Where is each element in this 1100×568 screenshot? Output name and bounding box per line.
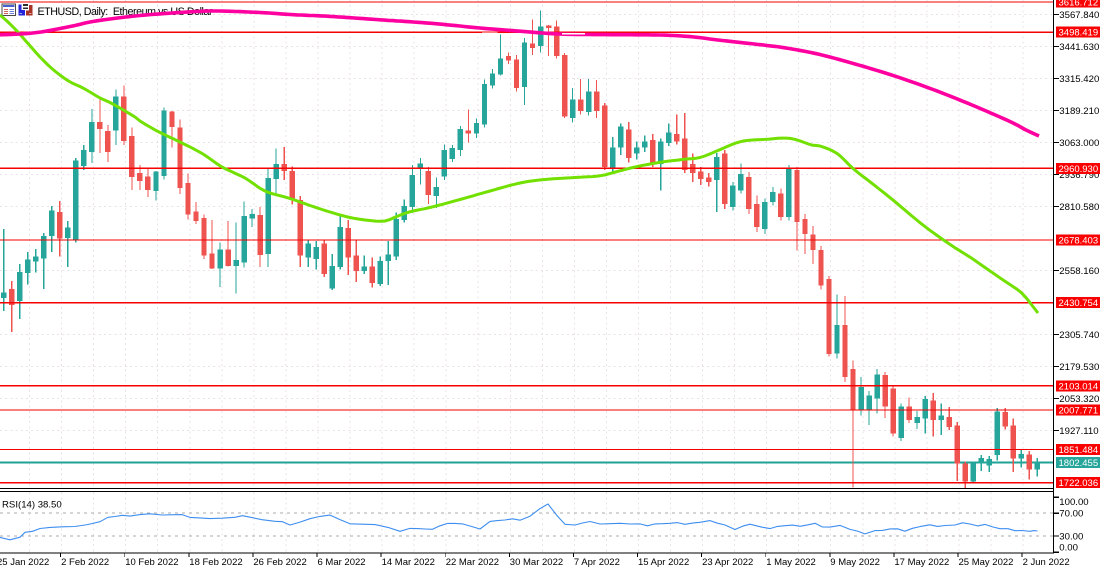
svg-text:2007.771: 2007.771: [1059, 406, 1099, 417]
svg-text:17 May 2022: 17 May 2022: [894, 557, 949, 568]
svg-text:2678.403: 2678.403: [1059, 236, 1099, 247]
svg-text:15 Apr 2022: 15 Apr 2022: [638, 557, 689, 568]
svg-text:3567.840: 3567.840: [1059, 10, 1099, 21]
svg-text:22 Mar 2022: 22 Mar 2022: [446, 557, 499, 568]
svg-text:1927.110: 1927.110: [1059, 426, 1098, 437]
svg-text:1851.484: 1851.484: [1059, 445, 1099, 456]
svg-text:9 May 2022: 9 May 2022: [830, 557, 880, 568]
svg-text:30.00: 30.00: [1059, 531, 1083, 542]
svg-text:2179.530: 2179.530: [1059, 362, 1099, 373]
svg-text:70.00: 70.00: [1059, 509, 1083, 520]
svg-text:3441.630: 3441.630: [1059, 42, 1099, 53]
svg-text:2558.160: 2558.160: [1059, 266, 1099, 277]
svg-text:25 Jan 2022: 25 Jan 2022: [0, 557, 49, 568]
svg-text:30 Mar 2022: 30 Mar 2022: [510, 557, 563, 568]
svg-text:2430.754: 2430.754: [1059, 298, 1099, 309]
svg-text:14 Mar 2022: 14 Mar 2022: [382, 557, 435, 568]
svg-text:3616.712: 3616.712: [1059, 0, 1099, 9]
svg-text:2103.014: 2103.014: [1059, 381, 1099, 392]
svg-text:1 May 2022: 1 May 2022: [766, 557, 816, 568]
svg-text:2053.320: 2053.320: [1059, 394, 1099, 405]
svg-text:2936.790: 2936.790: [1059, 170, 1099, 181]
svg-text:10 Feb 2022: 10 Feb 2022: [125, 557, 178, 568]
svg-text:RSI(14) 38.50: RSI(14) 38.50: [2, 500, 62, 511]
svg-text:23 Apr 2022: 23 Apr 2022: [702, 557, 753, 568]
svg-text:2305.740: 2305.740: [1059, 330, 1099, 341]
svg-text:3189.210: 3189.210: [1059, 106, 1099, 117]
svg-text:100.00: 100.00: [1059, 497, 1088, 508]
svg-text:2 Jun 2022: 2 Jun 2022: [1023, 557, 1070, 568]
svg-text:26 Feb 2022: 26 Feb 2022: [253, 557, 306, 568]
svg-text:7 Apr 2022: 7 Apr 2022: [574, 557, 620, 568]
svg-text:3063.000: 3063.000: [1059, 138, 1099, 149]
svg-text:3498.419: 3498.419: [1059, 28, 1099, 39]
svg-text:18 Feb 2022: 18 Feb 2022: [189, 557, 242, 568]
svg-text:6 Mar 2022: 6 Mar 2022: [318, 557, 366, 568]
svg-text:3315.420: 3315.420: [1059, 74, 1099, 85]
svg-text:0.00: 0.00: [1059, 542, 1078, 553]
svg-text:2 Feb 2022: 2 Feb 2022: [61, 557, 109, 568]
svg-text:25 May 2022: 25 May 2022: [959, 557, 1014, 568]
svg-text:1722.036: 1722.036: [1059, 478, 1099, 489]
svg-text:2960.930: 2960.930: [1059, 164, 1099, 175]
svg-text:1802.455: 1802.455: [1059, 458, 1099, 469]
svg-text:2810.580: 2810.580: [1059, 202, 1099, 213]
